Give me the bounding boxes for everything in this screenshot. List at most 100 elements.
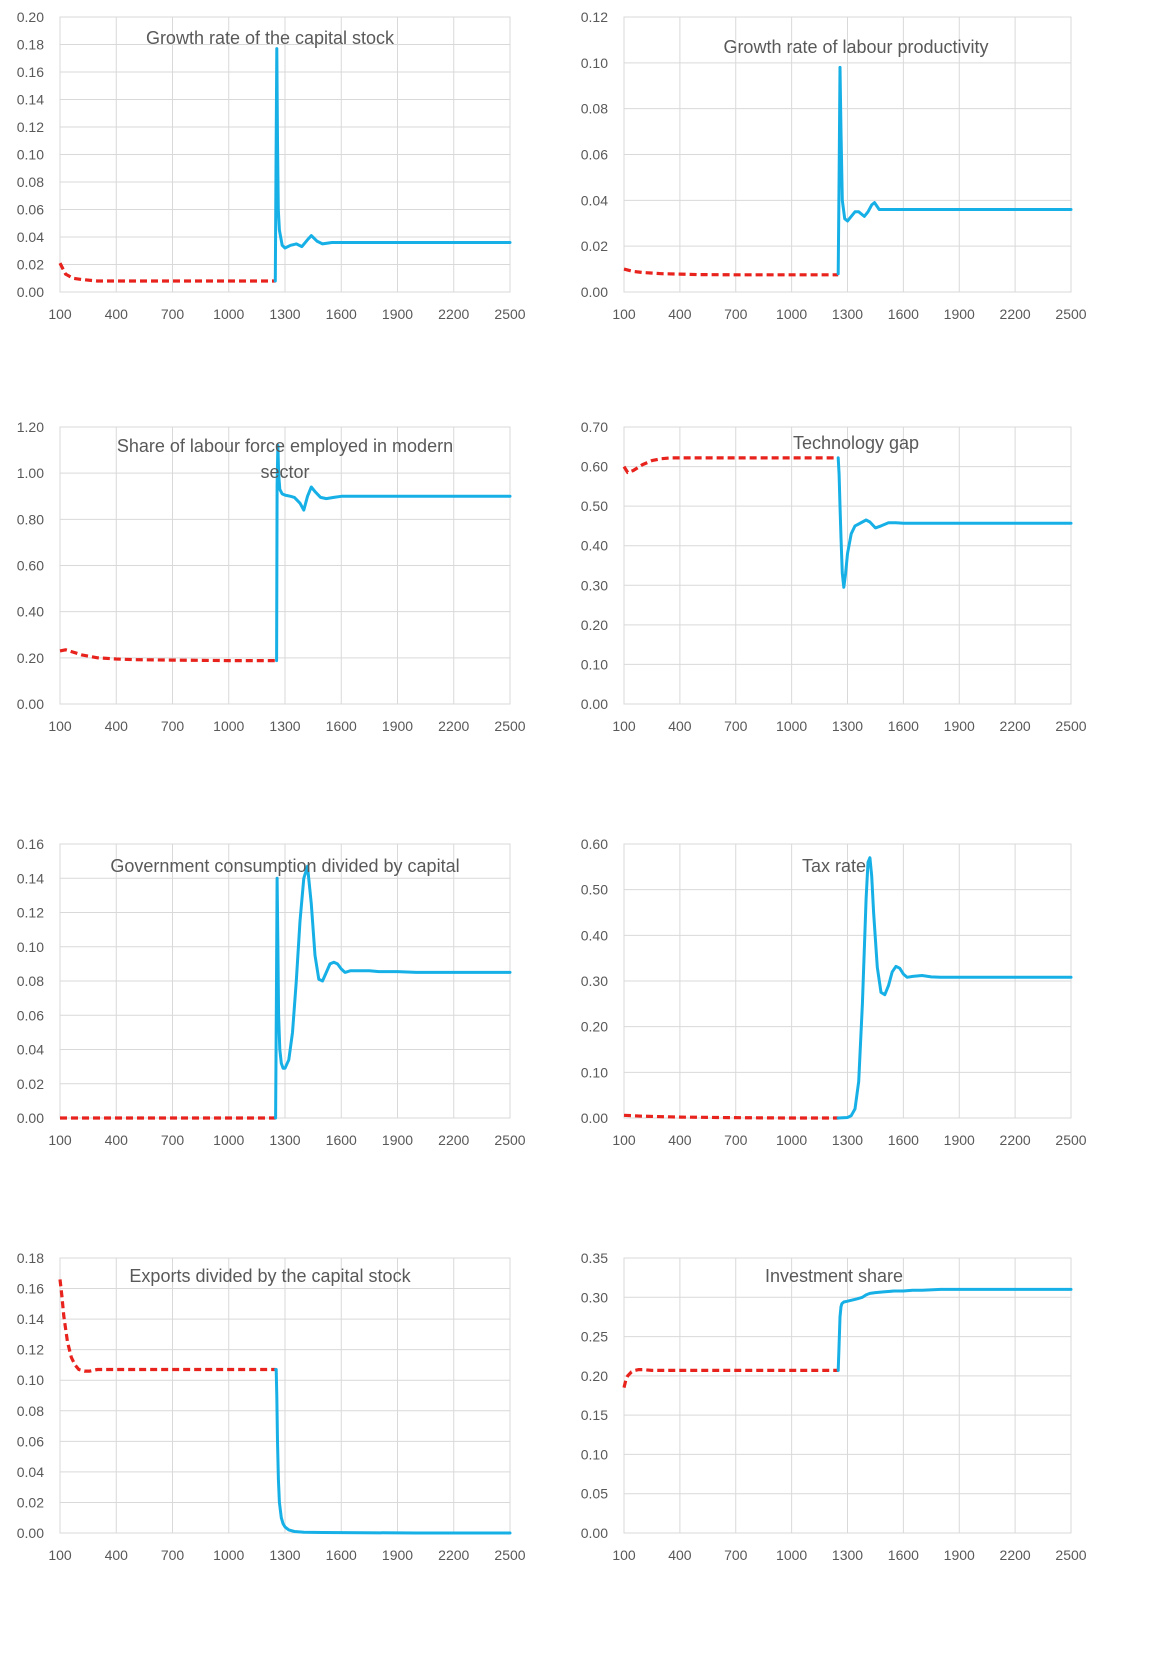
y-tick-label: 0.08 — [581, 101, 608, 117]
x-tick-label: 1600 — [326, 1132, 357, 1148]
y-tick-label: 0.00 — [17, 696, 44, 712]
x-tick-label: 2500 — [1055, 1132, 1086, 1148]
y-tick-label: 0.40 — [581, 538, 608, 554]
y-tick-label: 0.06 — [17, 1433, 44, 1449]
y-tick-label: 0.20 — [17, 650, 44, 666]
x-tick-label: 400 — [668, 1132, 692, 1148]
x-tick-label: 2500 — [494, 1132, 525, 1148]
y-tick-label: 0.10 — [17, 1372, 44, 1388]
y-tick-label: 0.00 — [17, 1525, 44, 1541]
series-line-transition — [836, 456, 1073, 589]
x-tick-label: 2200 — [438, 718, 469, 734]
y-tick-label: 0.00 — [581, 1525, 608, 1541]
y-tick-label: 0.25 — [581, 1329, 608, 1345]
plot-area — [59, 426, 511, 705]
y-tick-label: 0.08 — [17, 973, 44, 989]
x-tick-label: 400 — [105, 1547, 129, 1563]
x-tick-label: 100 — [48, 1547, 72, 1563]
y-tick-label: 0.16 — [17, 1281, 44, 1297]
series-line-initial — [58, 262, 276, 283]
y-tick-label: 0.40 — [581, 927, 608, 943]
x-tick-label: 1000 — [213, 718, 244, 734]
series-line-transition — [836, 65, 1073, 276]
x-tick-label: 2500 — [1055, 306, 1086, 322]
x-tick-label: 1000 — [213, 1547, 244, 1563]
y-tick-label: 0.18 — [17, 1250, 44, 1266]
x-tick-label: 1300 — [269, 306, 300, 322]
series-line-transition — [274, 1368, 512, 1535]
plot-area — [623, 426, 1072, 705]
y-tick-label: 0.02 — [17, 1076, 44, 1092]
y-tick-label: 0.30 — [581, 1289, 608, 1305]
y-tick-label: 0.08 — [17, 1403, 44, 1419]
x-tick-label: 400 — [105, 306, 129, 322]
y-tick-label: 0.20 — [17, 9, 44, 25]
x-tick-label: 1900 — [944, 1547, 975, 1563]
x-tick-label: 1900 — [382, 1547, 413, 1563]
y-tick-label: 0.16 — [17, 836, 44, 852]
x-tick-label: 700 — [724, 306, 748, 322]
x-tick-label: 2200 — [438, 306, 469, 322]
x-tick-label: 400 — [668, 1547, 692, 1563]
y-tick-label: 0.06 — [17, 202, 44, 218]
y-tick-label: 0.12 — [581, 9, 608, 25]
x-tick-label: 1300 — [269, 1547, 300, 1563]
chart-title: Government consumption divided by capita… — [110, 856, 459, 876]
x-tick-label: 700 — [724, 718, 748, 734]
x-tick-label: 2200 — [1000, 1547, 1031, 1563]
chart-title: Share of labour force employed in modern… — [117, 436, 453, 482]
plot-area — [59, 843, 511, 1119]
y-tick-label: 1.20 — [17, 419, 44, 435]
series-line-initial — [59, 648, 276, 663]
x-tick-label: 1600 — [888, 1547, 919, 1563]
y-tick-label: 0.12 — [17, 119, 44, 135]
y-tick-label: 0.10 — [17, 147, 44, 163]
series-line-transition — [273, 47, 512, 283]
y-tick-label: 0.00 — [17, 1110, 44, 1126]
x-tick-label: 2500 — [1055, 1547, 1086, 1563]
y-tick-label: 0.10 — [581, 1446, 608, 1462]
x-tick-label: 100 — [48, 306, 72, 322]
x-tick-label: 2200 — [438, 1132, 469, 1148]
x-tick-label: 1900 — [382, 1132, 413, 1148]
x-tick-label: 1300 — [269, 718, 300, 734]
x-tick-label: 700 — [161, 306, 185, 322]
x-tick-label: 1600 — [326, 1547, 357, 1563]
chart-title: Investment share — [765, 1266, 903, 1286]
y-tick-label: 0.08 — [17, 174, 44, 190]
x-tick-label: 1900 — [944, 1132, 975, 1148]
x-tick-label: 1900 — [382, 306, 413, 322]
x-tick-label: 400 — [105, 718, 129, 734]
y-tick-label: 0.15 — [581, 1407, 608, 1423]
y-tick-label: 0.20 — [581, 617, 608, 633]
x-tick-label: 1000 — [213, 306, 244, 322]
x-tick-label: 1000 — [776, 1547, 807, 1563]
y-tick-label: 0.18 — [17, 37, 44, 53]
y-tick-label: 0.12 — [17, 905, 44, 921]
plot-area — [623, 1257, 1072, 1534]
x-tick-label: 100 — [48, 718, 72, 734]
y-tick-label: 0.35 — [581, 1250, 608, 1266]
x-tick-label: 100 — [612, 1547, 636, 1563]
y-tick-label: 0.14 — [17, 1311, 44, 1327]
x-tick-label: 2500 — [494, 306, 525, 322]
y-tick-label: 0.60 — [581, 836, 608, 852]
y-tick-label: 0.04 — [17, 1042, 44, 1058]
series-line-initial — [622, 456, 839, 475]
y-tick-label: 1.00 — [17, 465, 44, 481]
x-tick-label: 2200 — [1000, 306, 1031, 322]
y-tick-label: 0.60 — [17, 558, 44, 574]
x-tick-label: 700 — [724, 1132, 748, 1148]
series-line-initial — [622, 1367, 839, 1388]
y-tick-label: 0.02 — [17, 1494, 44, 1510]
x-tick-label: 2200 — [438, 1547, 469, 1563]
x-tick-label: 1900 — [944, 306, 975, 322]
y-tick-label: 0.06 — [581, 147, 608, 163]
x-tick-label: 2200 — [1000, 1132, 1031, 1148]
x-tick-label: 1900 — [944, 718, 975, 734]
